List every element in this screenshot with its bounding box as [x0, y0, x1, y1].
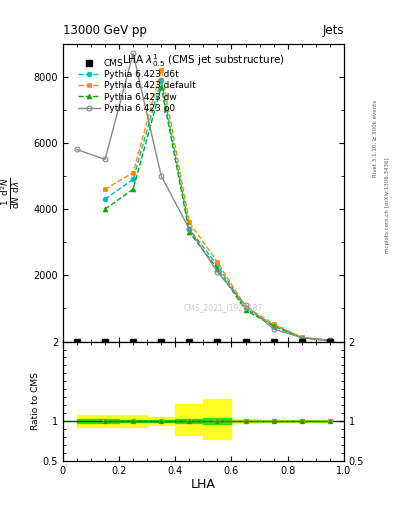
Pythia 6.423 default	[299, 334, 304, 340]
Y-axis label: Ratio to CMS: Ratio to CMS	[31, 372, 40, 430]
Pythia 6.423 default	[131, 169, 136, 176]
Pythia 6.423 d6t	[271, 322, 276, 328]
Pythia 6.423 d6t	[103, 196, 107, 202]
Pythia 6.423 d6t	[159, 77, 163, 83]
Pythia 6.423 p0	[131, 50, 136, 56]
Pythia 6.423 dw	[299, 335, 304, 341]
Pythia 6.423 default	[187, 219, 192, 225]
Line: Pythia 6.423 dw: Pythia 6.423 dw	[103, 84, 332, 343]
Legend: CMS, Pythia 6.423 d6t, Pythia 6.423 default, Pythia 6.423 dw, Pythia 6.423 p0: CMS, Pythia 6.423 d6t, Pythia 6.423 defa…	[76, 57, 197, 115]
Pythia 6.423 p0	[215, 269, 220, 275]
Pythia 6.423 d6t	[299, 334, 304, 340]
Pythia 6.423 d6t	[187, 226, 192, 232]
Text: Rivet 3.1.10, ≥ 300k events: Rivet 3.1.10, ≥ 300k events	[373, 100, 378, 177]
Pythia 6.423 p0	[75, 146, 79, 153]
Text: mcplots.cern.ch [arXiv:1306.3436]: mcplots.cern.ch [arXiv:1306.3436]	[385, 157, 389, 252]
Pythia 6.423 dw	[327, 337, 332, 344]
Pythia 6.423 d6t	[327, 337, 332, 344]
Y-axis label: $\frac{1}{\mathrm{d}N}\frac{\mathrm{d}^2N}{\mathrm{d}\lambda}$: $\frac{1}{\mathrm{d}N}\frac{\mathrm{d}^2…	[0, 177, 22, 208]
Line: Pythia 6.423 p0: Pythia 6.423 p0	[75, 51, 332, 343]
Text: Jets: Jets	[322, 24, 344, 37]
Text: LHA $\lambda^{1}_{0.5}$ (CMS jet substructure): LHA $\lambda^{1}_{0.5}$ (CMS jet substru…	[122, 52, 285, 69]
Pythia 6.423 dw	[103, 206, 107, 212]
Pythia 6.423 default	[215, 259, 220, 265]
Pythia 6.423 d6t	[131, 176, 136, 182]
Line: Pythia 6.423 d6t: Pythia 6.423 d6t	[103, 77, 332, 343]
Pythia 6.423 d6t	[215, 262, 220, 268]
Pythia 6.423 default	[327, 337, 332, 344]
Pythia 6.423 p0	[271, 326, 276, 332]
Pythia 6.423 dw	[271, 323, 276, 329]
Pythia 6.423 d6t	[243, 305, 248, 311]
Pythia 6.423 p0	[159, 173, 163, 179]
Pythia 6.423 p0	[103, 156, 107, 162]
Pythia 6.423 dw	[215, 266, 220, 272]
Pythia 6.423 dw	[187, 229, 192, 236]
Pythia 6.423 default	[243, 304, 248, 310]
Pythia 6.423 default	[103, 186, 107, 193]
Pythia 6.423 p0	[327, 337, 332, 344]
Pythia 6.423 default	[271, 321, 276, 327]
Pythia 6.423 p0	[243, 302, 248, 308]
Pythia 6.423 p0	[187, 226, 192, 232]
Pythia 6.423 dw	[243, 307, 248, 313]
Line: Pythia 6.423 default: Pythia 6.423 default	[103, 68, 332, 343]
Text: 13000 GeV pp: 13000 GeV pp	[63, 24, 147, 37]
Pythia 6.423 dw	[159, 83, 163, 90]
X-axis label: LHA: LHA	[191, 478, 216, 492]
Text: CMS_2021_I1920187: CMS_2021_I1920187	[184, 303, 263, 312]
Pythia 6.423 p0	[299, 334, 304, 340]
Pythia 6.423 default	[159, 67, 163, 73]
Pythia 6.423 dw	[131, 186, 136, 193]
